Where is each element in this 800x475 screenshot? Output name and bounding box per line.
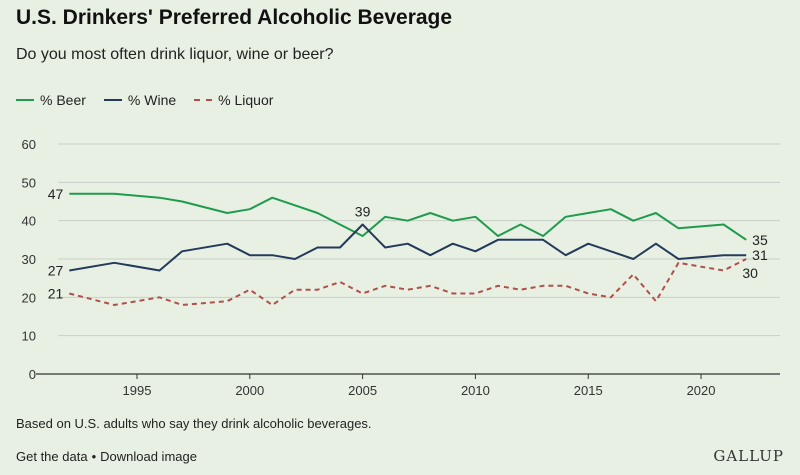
chart-title: U.S. Drinkers' Preferred Alcoholic Bever…	[16, 6, 453, 29]
y-tick-label-60: 60	[22, 137, 36, 152]
y-tick-label-40: 40	[22, 214, 36, 229]
footer-links: Get the data • Download image	[16, 449, 197, 464]
legend: % Beer % Wine % Liquor	[16, 92, 273, 108]
data-label-wine-2022: 31	[752, 247, 768, 263]
download-image-link[interactable]: Download image	[100, 449, 197, 464]
x-tick-label-2000: 2000	[235, 383, 264, 398]
chart-subtitle: Do you most often drink liquor, wine or …	[16, 46, 334, 63]
legend-item-liquor: % Liquor	[194, 92, 273, 108]
legend-label-beer: % Beer	[40, 92, 86, 108]
data-label-beer-1992: 47	[48, 186, 64, 202]
y-tick-label-50: 50	[22, 175, 36, 190]
legend-swatch-wine	[103, 99, 122, 101]
x-tick-label-2015: 2015	[574, 383, 603, 398]
data-label-liquor-2022: 30	[742, 265, 758, 281]
y-tick-label-20: 20	[22, 290, 36, 305]
chart-note: Based on U.S. adults who say they drink …	[16, 416, 372, 431]
data-label-wine-2005: 39	[355, 204, 371, 220]
series-line-liquor	[69, 258, 747, 306]
x-tick-label-2005: 2005	[348, 383, 377, 398]
y-tick-label-0: 0	[29, 367, 36, 382]
legend-item-wine: % Wine	[103, 92, 177, 108]
legend-label-liquor: % Liquor	[218, 92, 274, 108]
series-line-wine	[69, 223, 747, 272]
get-data-link[interactable]: Get the data	[16, 449, 88, 464]
legend-swatch-beer	[16, 99, 34, 101]
y-tick-label-30: 30	[22, 252, 36, 267]
data-label-liquor-1992: 21	[48, 286, 64, 302]
legend-swatch-liquor	[194, 99, 213, 101]
footer-separator: •	[91, 449, 97, 464]
x-tick-label-2020: 2020	[687, 383, 716, 398]
legend-item-beer: % Beer	[16, 92, 86, 108]
data-label-wine-1992: 27	[48, 263, 64, 279]
x-tick-label-1995: 1995	[123, 383, 152, 398]
gallup-logo: GALLUP	[713, 447, 784, 465]
series-line-beer	[69, 192, 747, 241]
data-label-beer-2022: 35	[752, 232, 768, 248]
y-tick-label-10: 10	[22, 329, 36, 344]
legend-label-wine: % Wine	[127, 92, 177, 108]
x-tick-label-2010: 2010	[461, 383, 490, 398]
